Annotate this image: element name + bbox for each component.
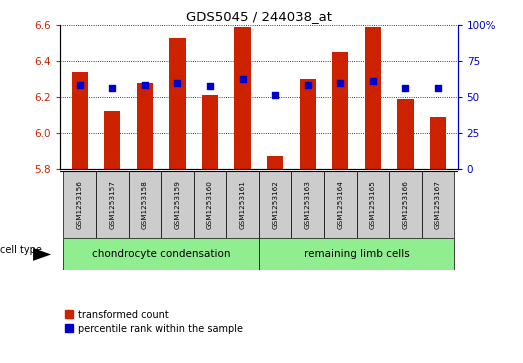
Bar [357, 171, 389, 238]
Text: GSM1253166: GSM1253166 [403, 180, 408, 229]
Bar [63, 171, 96, 238]
Polygon shape [33, 248, 51, 261]
Text: GSM1253167: GSM1253167 [435, 180, 441, 229]
Bar [169, 38, 186, 169]
Bar [259, 238, 454, 270]
Point [271, 93, 279, 98]
Text: GSM1253165: GSM1253165 [370, 180, 376, 229]
Point [75, 82, 84, 87]
Bar [194, 171, 226, 238]
Point [108, 85, 117, 91]
Bar [226, 171, 259, 238]
Text: GSM1253158: GSM1253158 [142, 180, 148, 229]
Text: remaining limb cells: remaining limb cells [304, 249, 410, 260]
Text: GSM1253160: GSM1253160 [207, 180, 213, 229]
Point [336, 80, 345, 86]
Bar [291, 171, 324, 238]
Point [238, 76, 247, 82]
Text: chondrocyte condensation: chondrocyte condensation [92, 249, 231, 260]
Text: GSM1253156: GSM1253156 [77, 180, 83, 229]
Bar [365, 27, 381, 169]
Bar [259, 171, 291, 238]
Text: cell type: cell type [0, 245, 42, 255]
Bar [161, 171, 194, 238]
Bar [202, 95, 218, 169]
Point [173, 80, 181, 86]
Bar [129, 171, 161, 238]
Legend: transformed count, percentile rank within the sample: transformed count, percentile rank withi… [65, 310, 243, 334]
Bar [300, 79, 316, 169]
Bar [234, 27, 251, 169]
Bar [430, 117, 446, 169]
Text: GSM1253159: GSM1253159 [175, 180, 180, 229]
Point [303, 82, 312, 87]
Text: GSM1253162: GSM1253162 [272, 180, 278, 229]
Bar [96, 171, 129, 238]
Bar [72, 72, 88, 169]
Bar [267, 156, 283, 169]
Bar [332, 52, 348, 169]
Text: GSM1253164: GSM1253164 [337, 180, 343, 229]
Bar [422, 171, 454, 238]
Bar [63, 238, 259, 270]
Point [401, 85, 410, 91]
Point [141, 82, 149, 87]
Bar [389, 171, 422, 238]
Text: GSM1253163: GSM1253163 [305, 180, 311, 229]
Bar [397, 99, 414, 169]
Bar [104, 111, 120, 169]
Text: GSM1253161: GSM1253161 [240, 180, 246, 229]
Point [369, 78, 377, 84]
Text: GSM1253157: GSM1253157 [109, 180, 115, 229]
Title: GDS5045 / 244038_at: GDS5045 / 244038_at [186, 10, 332, 23]
Point [434, 85, 442, 91]
Bar [137, 83, 153, 169]
Bar [324, 171, 357, 238]
Point [206, 83, 214, 89]
